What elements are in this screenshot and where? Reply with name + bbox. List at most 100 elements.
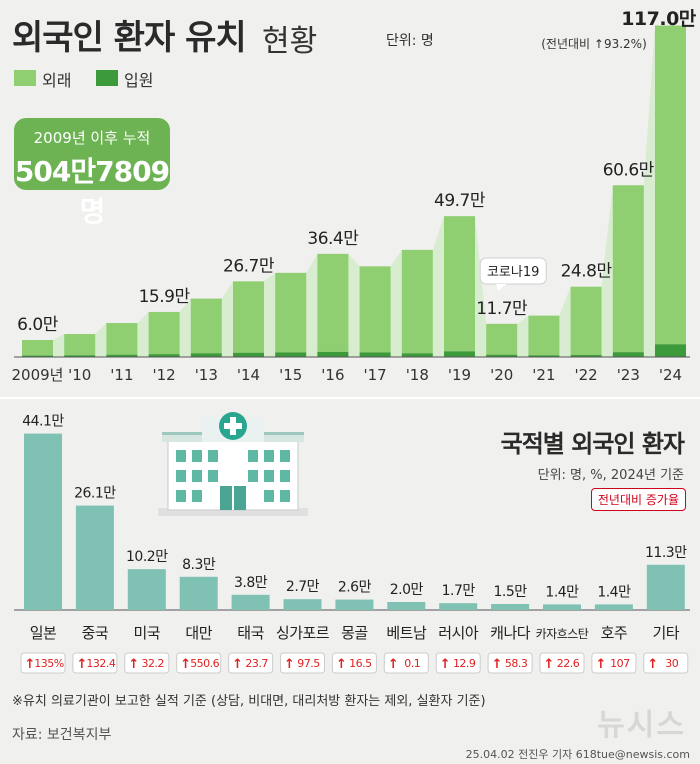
country-label-9: 캐나다 bbox=[490, 624, 531, 642]
up-arrow-icon-10: ↑ bbox=[544, 657, 555, 672]
growth-box-9 bbox=[487, 652, 533, 674]
x-tick-label-8: '17 bbox=[363, 366, 386, 384]
up-arrow-icon-7: ↑ bbox=[388, 657, 399, 672]
value-label-10: 49.7만 bbox=[434, 191, 486, 211]
unit-label: 단위: 명 bbox=[386, 33, 434, 49]
up-arrow-icon-2: ↑ bbox=[128, 657, 139, 672]
growth-value-7: 0.1 bbox=[404, 657, 420, 670]
value-label-13: 24.8만 bbox=[561, 262, 613, 282]
legend-label-outpatient: 외래 bbox=[42, 71, 72, 90]
growth-box-6 bbox=[331, 652, 377, 674]
country-bar-3 bbox=[179, 576, 218, 610]
up-arrow-icon-8: ↑ bbox=[440, 657, 451, 672]
bar-inpatient-0 bbox=[22, 355, 53, 357]
bar-inpatient-3 bbox=[148, 354, 180, 357]
country-value-label-10: 1.4만 bbox=[545, 584, 579, 600]
country-label-5: 싱가포르 bbox=[276, 624, 330, 642]
up-arrow-icon-4: ↑ bbox=[232, 657, 243, 672]
legend-swatch-outpatient bbox=[14, 70, 36, 86]
bar-outpatient-9 bbox=[401, 249, 433, 354]
growth-value-3: 550.6 bbox=[190, 657, 219, 670]
country-bar-12 bbox=[646, 564, 685, 610]
bar-inpatient-9 bbox=[401, 353, 433, 357]
chart-title: 외국인 환자 유치 bbox=[12, 18, 247, 58]
growth-box-3 bbox=[176, 652, 222, 674]
growth-box-10 bbox=[539, 652, 585, 674]
country-label-1: 중국 bbox=[82, 624, 109, 642]
country-bar-2 bbox=[127, 569, 166, 610]
bar-outpatient-11 bbox=[486, 323, 518, 355]
country-bar-6 bbox=[335, 599, 374, 610]
country-bar-7 bbox=[387, 602, 426, 610]
country-label-7: 베트남 bbox=[386, 624, 427, 642]
bar-inpatient-14 bbox=[612, 352, 644, 357]
growth-box-7 bbox=[383, 652, 429, 674]
growth-box-4 bbox=[228, 652, 274, 674]
growth-box-5 bbox=[280, 652, 325, 674]
bar-outpatient-0 bbox=[22, 340, 53, 356]
country-bar-1 bbox=[75, 505, 114, 610]
growth-value-8: 12.9 bbox=[453, 657, 476, 670]
x-tick-label-9: '18 bbox=[406, 366, 429, 384]
country-value-label-2: 10.2만 bbox=[126, 549, 168, 565]
country-value-label-3: 8.3만 bbox=[182, 557, 216, 573]
country-value-label-9: 1.5만 bbox=[494, 584, 528, 600]
cumulative-box: 2009년 이후 누적 504만7809명 bbox=[14, 118, 170, 228]
bar-outpatient-6 bbox=[275, 272, 307, 353]
x-tick-label-3: '12 bbox=[152, 366, 175, 384]
growth-box-1 bbox=[72, 652, 118, 674]
x-tick-label-10: '19 bbox=[448, 366, 471, 384]
bar-inpatient-2 bbox=[106, 354, 138, 357]
country-label-4: 태국 bbox=[237, 624, 264, 642]
country-value-label-12: 11.3만 bbox=[645, 545, 687, 561]
bar-outpatient-12 bbox=[528, 315, 560, 356]
chart-title-suffix: 현황 bbox=[262, 24, 318, 59]
x-tick-label-5: '14 bbox=[237, 366, 260, 384]
x-tick-label-2: '11 bbox=[110, 366, 133, 384]
bar-outpatient-8 bbox=[359, 266, 391, 353]
growth-value-9: 58.3 bbox=[505, 657, 528, 670]
growth-value-11: 107 bbox=[610, 657, 630, 670]
covid-bubble-tail bbox=[496, 284, 507, 291]
growth-value-10: 22.6 bbox=[557, 657, 580, 670]
country-label-12: 기타 bbox=[652, 624, 679, 642]
legend-swatch-inpatient bbox=[96, 70, 118, 86]
bar-inpatient-1 bbox=[64, 355, 96, 357]
country-bar-9 bbox=[491, 604, 530, 610]
bar-outpatient-4 bbox=[190, 298, 222, 354]
growth-box-2 bbox=[124, 652, 170, 674]
credit-label: 25.04.02 전진우 기자 618tue@newsis.com bbox=[465, 748, 690, 761]
bar-outpatient-3 bbox=[148, 311, 180, 355]
up-arrow-icon-5: ↑ bbox=[284, 657, 295, 672]
country-label-11: 호주 bbox=[601, 624, 628, 642]
bar-outpatient-13 bbox=[570, 286, 602, 356]
country-value-label-4: 3.8만 bbox=[234, 575, 268, 591]
country-label-10: 카자흐스탄 bbox=[536, 627, 589, 641]
country-bar-11 bbox=[594, 604, 633, 610]
nationality-chart-unit: 단위: 명, %, 2024년 기준 bbox=[537, 468, 684, 483]
growth-value-6: 16.5 bbox=[349, 657, 372, 670]
bar-outpatient-7 bbox=[317, 253, 349, 352]
country-value-label-5: 2.7만 bbox=[286, 579, 320, 595]
up-arrow-icon-12: ↑ bbox=[647, 657, 658, 672]
section-divider bbox=[0, 397, 700, 399]
country-value-label-11: 1.4만 bbox=[597, 584, 631, 600]
value-label-14: 60.6만 bbox=[603, 160, 655, 180]
up-arrow-icon-9: ↑ bbox=[492, 657, 503, 672]
country-value-label-1: 26.1만 bbox=[74, 486, 116, 502]
x-tick-label-13: '22 bbox=[574, 366, 597, 384]
covid-annotation: 코로나19 bbox=[487, 265, 539, 280]
bar-outpatient-10 bbox=[444, 216, 475, 352]
x-tick-label-12: '21 bbox=[532, 366, 555, 384]
bar-inpatient-15 bbox=[655, 344, 686, 357]
bar-inpatient-13 bbox=[570, 355, 602, 357]
growth-box-12 bbox=[643, 652, 689, 674]
growth-value-4: 23.7 bbox=[245, 657, 268, 670]
value-label-0: 6.0만 bbox=[17, 315, 59, 335]
bar-inpatient-11 bbox=[486, 354, 518, 357]
source-label: 자료: 보건복지부 bbox=[12, 727, 112, 743]
bar-outpatient-14 bbox=[612, 185, 644, 353]
x-tick-label-14: '23 bbox=[617, 366, 640, 384]
country-label-8: 러시아 bbox=[438, 624, 479, 642]
